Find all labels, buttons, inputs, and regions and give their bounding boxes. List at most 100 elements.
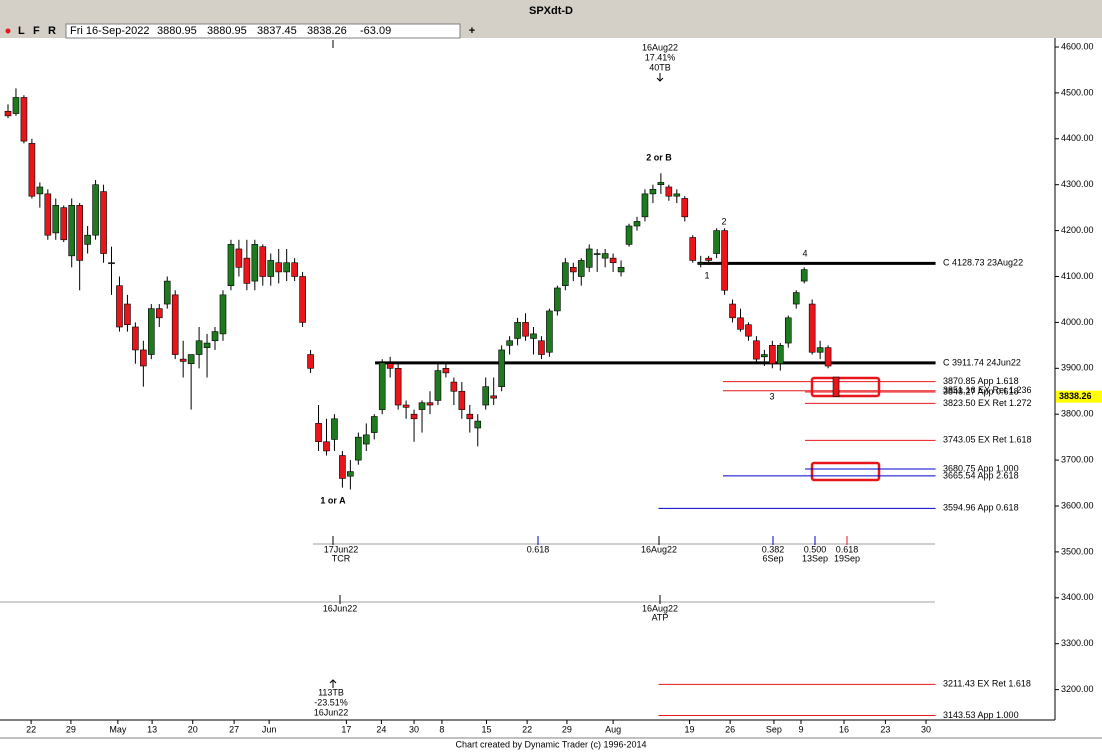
candle-body xyxy=(665,186,673,197)
toolbar-button[interactable]: R xyxy=(48,25,56,37)
pivot-arrow xyxy=(656,73,664,82)
quote-value: 3880.95 xyxy=(157,25,197,37)
candle-body xyxy=(12,97,20,114)
x-tick-label: 27 xyxy=(229,724,239,734)
candle-body xyxy=(44,193,52,236)
candle-body xyxy=(370,416,378,433)
candle-body xyxy=(68,205,75,257)
candle-body xyxy=(100,191,107,254)
wave-label: 3 xyxy=(769,391,774,401)
x-tick-label: 26 xyxy=(725,724,735,734)
quote-value: 3837.45 xyxy=(257,25,297,37)
candle-body xyxy=(625,225,633,245)
quote-value: 3838.26 xyxy=(307,25,347,37)
y-tick-label: 3600.00 xyxy=(1061,500,1094,510)
pivot-note: 16Jun22 xyxy=(314,707,349,717)
candle-body xyxy=(235,248,243,268)
x-tick-label: 29 xyxy=(66,724,76,734)
candle-body xyxy=(737,317,744,330)
toolbar-button[interactable]: F xyxy=(33,25,40,37)
candle-body xyxy=(402,404,410,408)
level-label: 3211.43 EX Ret 1.618 xyxy=(943,679,1031,689)
candle-body xyxy=(713,230,720,254)
candle-body xyxy=(562,262,569,286)
candle-body xyxy=(331,418,338,440)
last-price-label: 3838.26 xyxy=(1059,391,1092,401)
time-marker-label: ATP xyxy=(652,612,669,622)
level-label: 3743.05 EX Ret 1.618 xyxy=(943,435,1032,445)
x-tick-label: 23 xyxy=(880,724,890,734)
quote-change: -63.09 xyxy=(360,25,391,37)
x-tick-label: 29 xyxy=(562,724,572,734)
level-label: 3143.53 App 1.000 xyxy=(943,710,1019,720)
candle-body xyxy=(132,326,139,351)
candle-body xyxy=(761,354,768,358)
candle-body xyxy=(259,246,267,277)
x-tick-label: 9 xyxy=(799,724,804,734)
candle-body xyxy=(171,294,179,355)
candle-body xyxy=(386,363,394,369)
level-label: 3823.50 EX Ret 1.272 xyxy=(943,398,1032,408)
candle-body xyxy=(514,322,521,339)
chart-title: SPXdt-D xyxy=(529,5,573,17)
x-tick-label: 8 xyxy=(439,724,444,734)
candle-body xyxy=(633,221,641,227)
candle-body xyxy=(179,358,187,362)
add-button[interactable]: + xyxy=(469,25,475,37)
candle-body xyxy=(267,260,275,277)
pivot-note: -23.51% xyxy=(314,697,348,707)
candle-body xyxy=(211,331,219,342)
candle-body xyxy=(784,317,792,344)
candle-body xyxy=(227,244,235,286)
candle-body xyxy=(52,205,60,234)
candle-body xyxy=(482,386,490,406)
candle-body xyxy=(28,143,36,197)
candle-body xyxy=(148,308,155,355)
candle-body xyxy=(554,287,561,312)
candle-body xyxy=(155,308,163,319)
level-label: C 3911.74 24Jun22 xyxy=(943,357,1021,367)
x-tick-label: 19 xyxy=(685,724,695,734)
candle-body xyxy=(824,347,832,367)
candle-body xyxy=(426,402,434,406)
target-box xyxy=(810,376,881,398)
toolbar-button[interactable]: L xyxy=(18,25,25,37)
candle-body xyxy=(538,340,545,355)
candle-body xyxy=(657,182,665,186)
x-tick-label: 22 xyxy=(522,724,532,734)
candle-body xyxy=(466,413,474,420)
candle-body xyxy=(140,349,147,367)
time-marker-label: 0.382 xyxy=(762,544,785,554)
time-marker-label: 16Aug22 xyxy=(641,544,677,554)
candle-body xyxy=(187,354,195,365)
candle-body xyxy=(323,441,330,452)
candle-body xyxy=(410,413,418,420)
y-tick-label: 3400.00 xyxy=(1061,592,1094,602)
candle-body xyxy=(474,420,482,429)
x-tick-label: Sep xyxy=(766,724,782,734)
x-tick-label: 13 xyxy=(147,724,157,734)
candle-body xyxy=(458,390,466,410)
x-tick-label: 20 xyxy=(188,724,198,734)
candle-body xyxy=(617,267,625,273)
quote-date: Fri 16-Sep-2022 xyxy=(70,25,150,37)
candle-body xyxy=(816,347,824,353)
time-marker-label: 0.618 xyxy=(527,544,550,554)
candle-body xyxy=(283,262,290,273)
candle-body xyxy=(219,294,227,335)
footer: Chart created by Dynamic Trader (c) 1996… xyxy=(455,739,646,749)
pivot-note: 17.41% xyxy=(645,52,676,62)
y-tick-label: 4400.00 xyxy=(1061,133,1094,143)
time-marker-label: TCR xyxy=(332,553,351,563)
x-tick-label: 30 xyxy=(409,724,419,734)
level-label: 3870.85 App 1.618 xyxy=(943,376,1019,386)
candle-body xyxy=(601,253,609,259)
level-label: 3848.27 App 0.618 xyxy=(943,386,1019,396)
candle-body xyxy=(299,276,306,323)
time-marker-label: 16Aug22 xyxy=(642,603,678,613)
pivot-note: 113TB xyxy=(318,687,344,697)
y-tick-label: 4600.00 xyxy=(1061,41,1094,51)
level-label: 3680.75 App 1.000 xyxy=(943,463,1019,473)
y-tick-label: 3300.00 xyxy=(1061,638,1094,648)
